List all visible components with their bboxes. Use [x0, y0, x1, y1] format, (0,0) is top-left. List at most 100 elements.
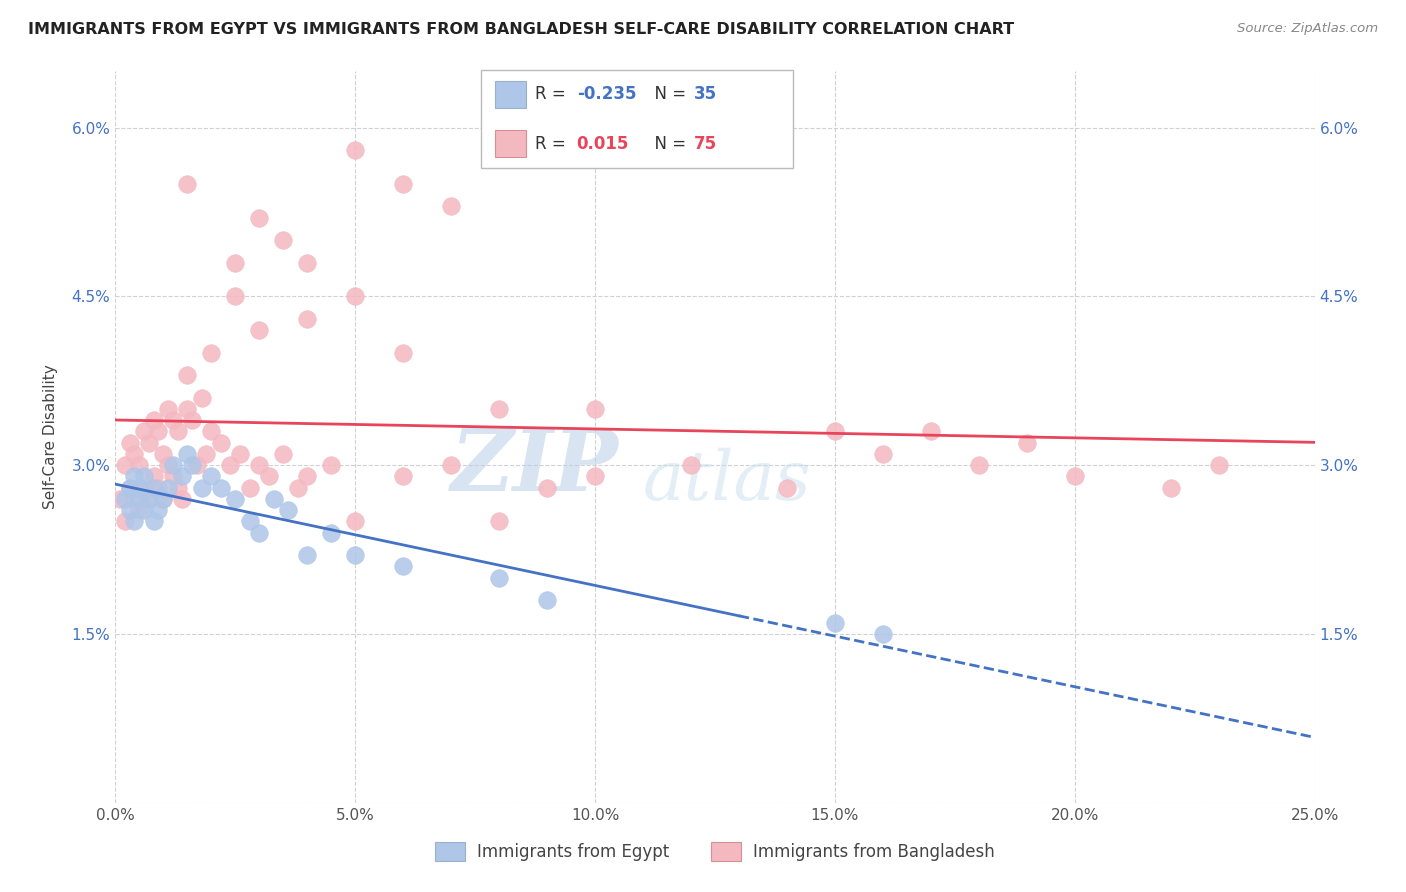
- Point: [138, 491, 160, 506]
- Point: [138, 491, 160, 506]
- Point: [257, 469, 280, 483]
- Point: [1063, 469, 1085, 483]
- Point: [200, 469, 222, 483]
- Point: [247, 525, 270, 540]
- Point: [114, 491, 136, 506]
- Point: [162, 458, 184, 473]
- Point: [152, 491, 174, 506]
- Point: [128, 503, 150, 517]
- Point: [295, 469, 318, 483]
- Point: [271, 447, 294, 461]
- Point: [114, 515, 136, 529]
- Point: [287, 481, 309, 495]
- Point: [776, 481, 799, 495]
- Point: [157, 481, 180, 495]
- Point: [118, 481, 141, 495]
- Point: [209, 435, 232, 450]
- Point: [108, 491, 131, 506]
- Point: [277, 503, 299, 517]
- Point: [247, 458, 270, 473]
- Point: [488, 401, 510, 416]
- Point: [172, 469, 194, 483]
- Point: [488, 571, 510, 585]
- Point: [392, 469, 415, 483]
- Point: [344, 143, 367, 157]
- Point: [132, 425, 155, 439]
- Point: [132, 481, 155, 495]
- Y-axis label: Self-Care Disability: Self-Care Disability: [42, 365, 58, 509]
- Point: [295, 312, 318, 326]
- Point: [224, 491, 246, 506]
- Point: [679, 458, 702, 473]
- Point: [263, 491, 285, 506]
- Point: [229, 447, 252, 461]
- Point: [124, 447, 146, 461]
- Point: [224, 255, 246, 269]
- Point: [157, 401, 180, 416]
- Point: [344, 289, 367, 303]
- Point: [321, 525, 343, 540]
- Point: [142, 481, 165, 495]
- Point: [392, 559, 415, 574]
- Text: N =: N =: [644, 135, 692, 153]
- Point: [440, 458, 463, 473]
- Point: [128, 481, 150, 495]
- Point: [824, 425, 846, 439]
- Point: [142, 413, 165, 427]
- Point: [967, 458, 990, 473]
- Point: [118, 503, 141, 517]
- Point: [271, 233, 294, 247]
- Point: [138, 435, 160, 450]
- Point: [195, 447, 218, 461]
- Point: [392, 345, 415, 359]
- Point: [132, 503, 155, 517]
- Point: [142, 469, 165, 483]
- Point: [247, 211, 270, 225]
- Text: -0.235: -0.235: [576, 86, 636, 103]
- Point: [176, 177, 198, 191]
- Point: [1015, 435, 1038, 450]
- Point: [219, 458, 242, 473]
- Point: [295, 548, 318, 562]
- Point: [295, 255, 318, 269]
- Point: [209, 481, 232, 495]
- Text: R =: R =: [534, 135, 576, 153]
- Point: [114, 458, 136, 473]
- Point: [118, 481, 141, 495]
- Text: ZIP: ZIP: [451, 425, 619, 508]
- Point: [583, 401, 606, 416]
- Point: [186, 458, 208, 473]
- Point: [1208, 458, 1230, 473]
- Point: [181, 413, 204, 427]
- Point: [124, 469, 146, 483]
- Point: [148, 503, 170, 517]
- Point: [166, 425, 188, 439]
- Point: [152, 491, 174, 506]
- Point: [392, 177, 415, 191]
- Point: [118, 435, 141, 450]
- Point: [124, 491, 146, 506]
- Point: [583, 469, 606, 483]
- Point: [536, 593, 558, 607]
- Point: [200, 345, 222, 359]
- Point: [128, 458, 150, 473]
- Text: N =: N =: [644, 86, 692, 103]
- Point: [128, 491, 150, 506]
- Point: [166, 481, 188, 495]
- Point: [321, 458, 343, 473]
- Point: [536, 481, 558, 495]
- Text: R =: R =: [534, 86, 571, 103]
- Point: [920, 425, 942, 439]
- Point: [344, 515, 367, 529]
- Point: [872, 447, 894, 461]
- Point: [190, 481, 212, 495]
- Point: [176, 401, 198, 416]
- Point: [176, 368, 198, 383]
- Point: [1160, 481, 1182, 495]
- Point: [157, 458, 180, 473]
- Point: [148, 425, 170, 439]
- Point: [872, 627, 894, 641]
- Point: [200, 425, 222, 439]
- Point: [239, 515, 262, 529]
- Text: atlas: atlas: [643, 448, 811, 515]
